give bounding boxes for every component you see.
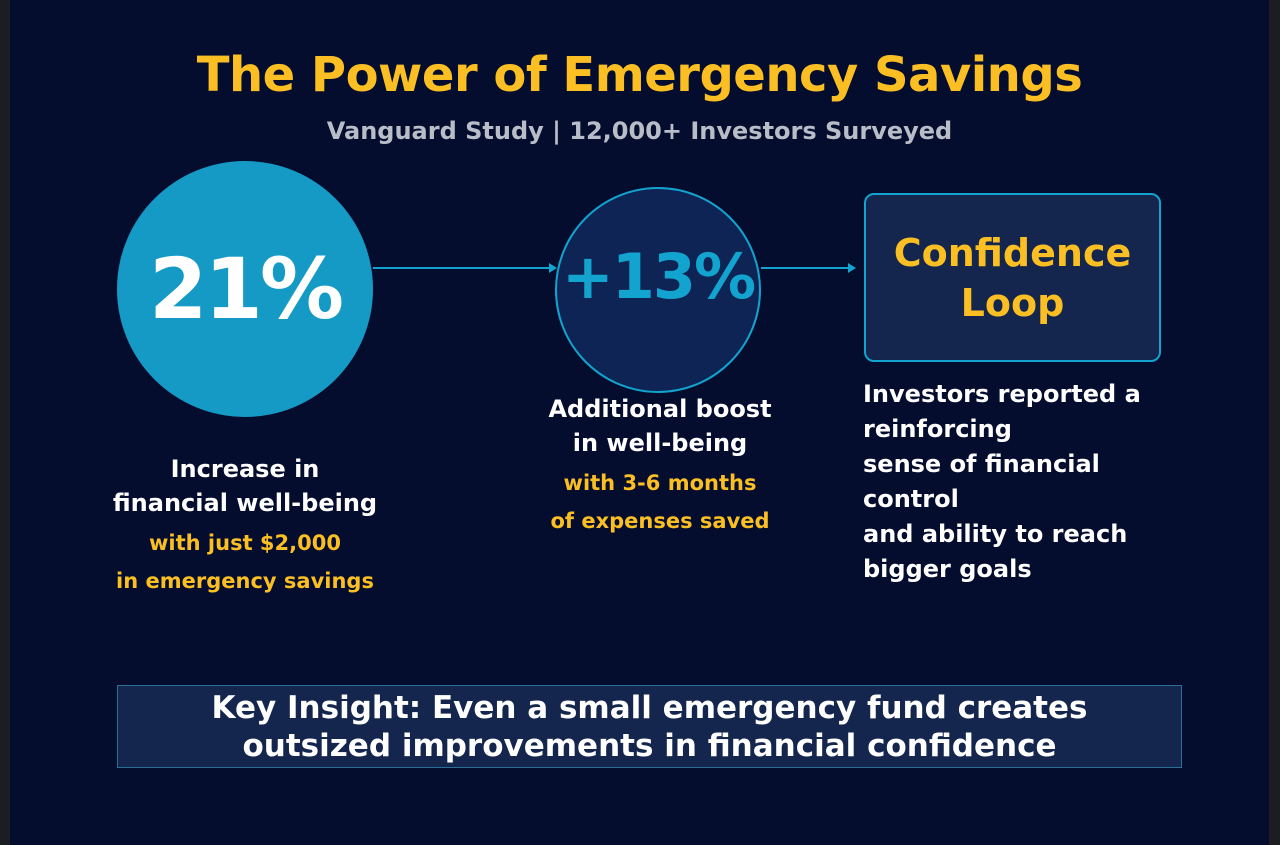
- caption-line: financial well-being: [112, 489, 378, 517]
- caption-line: and ability to reach: [863, 520, 1128, 548]
- arrow-head-icon: [549, 263, 557, 273]
- stat-value: 21%: [148, 240, 344, 338]
- caption-line: Additional boost: [548, 395, 772, 423]
- box-line: Loop: [960, 280, 1065, 325]
- stat-circle-21-percent: 21%: [117, 161, 373, 417]
- insight-line: Key Insight: Even a small emergency fund…: [211, 689, 1088, 726]
- caption-line: bigger goals: [863, 555, 1032, 583]
- flow-connector: [761, 267, 848, 269]
- confidence-loop-box: Confidence Loop: [864, 193, 1161, 362]
- arrow-head-icon: [848, 263, 856, 273]
- stat-value: Confidence Loop: [883, 228, 1143, 328]
- caption-accent-line: in emergency savings: [116, 569, 374, 593]
- key-insight-banner: Key Insight: Even a small emergency fund…: [117, 685, 1182, 768]
- caption-line: sense of financial: [863, 450, 1100, 478]
- flow-connector: [373, 267, 549, 269]
- insight-line: outsized improvements in financial confi…: [242, 727, 1057, 764]
- caption-accent-line: of expenses saved: [550, 509, 770, 533]
- stat-caption: Additional boost in well-being with 3-6 …: [520, 392, 800, 536]
- caption-accent-line: with just $2,000: [149, 531, 341, 555]
- page-title: The Power of Emergency Savings: [196, 47, 1083, 103]
- caption-accent-line: with 3-6 months: [563, 471, 757, 495]
- stat-caption: Increase in financial well-being with ju…: [70, 452, 420, 596]
- infographic-slide: The Power of Emergency Savings Vanguard …: [10, 0, 1269, 845]
- stat-circle-13-percent: +13%: [555, 187, 761, 393]
- caption-line: reinforcing: [863, 415, 1012, 443]
- caption-line: Increase in: [170, 455, 320, 483]
- caption-line: in well-being: [572, 429, 748, 457]
- key-insight-text: Key Insight: Even a small emergency fund…: [150, 689, 1150, 765]
- stat-caption: Investors reported a reinforcing sense o…: [863, 377, 1183, 587]
- caption-line: Investors reported a: [863, 380, 1141, 408]
- box-line: Confidence: [893, 230, 1132, 275]
- page-subtitle: Vanguard Study | 12,000+ Investors Surve…: [326, 117, 953, 145]
- caption-line: control: [863, 485, 959, 513]
- stat-value: +13%: [561, 239, 756, 313]
